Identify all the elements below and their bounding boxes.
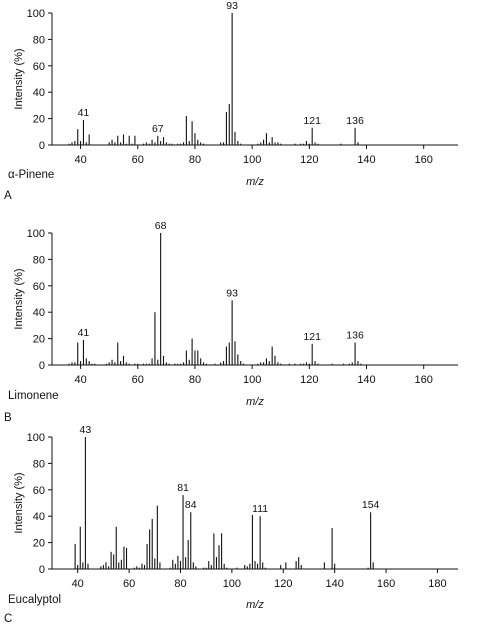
x-axis-title: m/z	[246, 599, 264, 611]
x-tick-label: 160	[415, 374, 433, 386]
y-tick-label: 20	[33, 334, 45, 346]
panel-letter: A	[4, 190, 12, 202]
x-tick-label: 120	[300, 374, 318, 386]
x-tick-label: 40	[72, 578, 84, 590]
y-axis-title: Intensity (%)	[13, 48, 25, 109]
x-tick-label: 100	[223, 578, 241, 590]
x-tick-label: 60	[123, 578, 135, 590]
y-tick-label: 80	[33, 34, 45, 46]
y-tick-label: 100	[27, 228, 45, 240]
y-axis-title: Intensity (%)	[13, 268, 25, 329]
peak-label: 81	[177, 482, 189, 494]
y-tick-label: 60	[33, 485, 45, 497]
peak-label: 136	[346, 330, 364, 342]
y-tick-label: 40	[33, 307, 45, 319]
peak-label: 67	[152, 123, 164, 135]
compound-name: Limonene	[8, 390, 59, 402]
x-axis-title: m/z	[246, 396, 264, 408]
x-tick-label: 180	[428, 578, 446, 590]
y-tick-label: 20	[33, 538, 45, 550]
peak-label: 121	[303, 331, 321, 343]
y-tick-label: 0	[39, 140, 45, 152]
x-tick-label: 140	[325, 578, 343, 590]
panel-letter: B	[4, 412, 12, 424]
x-tick-label: 140	[357, 374, 375, 386]
peak-label: 93	[226, 0, 238, 12]
x-tick-label: 160	[377, 578, 395, 590]
y-tick-label: 60	[33, 281, 45, 293]
y-tick-label: 80	[33, 458, 45, 470]
x-tick-label: 60	[132, 374, 144, 386]
spectrum-panel-a: 0 20 40 60 80 100 40 60 80 100 120 140 160 Intensity …	[4, 0, 458, 202]
x-tick-label: 60	[132, 154, 144, 166]
x-tick-label: 40	[74, 154, 86, 166]
y-tick-label: 100	[27, 432, 45, 444]
peak-label: 136	[346, 115, 364, 127]
panel-letter: C	[4, 613, 12, 624]
peak-label: 121	[303, 115, 321, 127]
y-tick-label: 40	[33, 87, 45, 99]
y-tick-label: 100	[27, 8, 45, 20]
x-tick-label: 100	[243, 374, 261, 386]
x-tick-label: 160	[415, 154, 433, 166]
peak-label: 41	[78, 107, 90, 119]
y-tick-label: 20	[33, 114, 45, 126]
compound-name: Eucalyptol	[8, 594, 61, 606]
peak-label: 111	[252, 503, 268, 515]
x-tick-label: 120	[274, 578, 292, 590]
x-tick-label: 120	[300, 154, 318, 166]
peak-label: 84	[185, 499, 197, 511]
x-tick-label: 80	[174, 578, 186, 590]
x-tick-label: 100	[243, 154, 261, 166]
x-tick-label: 40	[74, 374, 86, 386]
x-axis-title: m/z	[246, 176, 264, 188]
compound-name: α-Pinene	[8, 169, 54, 181]
peak-label: 43	[80, 424, 92, 436]
x-tick-label: 140	[357, 154, 375, 166]
peak-label: 154	[362, 499, 380, 511]
y-tick-label: 60	[33, 61, 45, 73]
y-axis-title: Intensity (%)	[13, 472, 25, 533]
y-tick-label: 0	[39, 564, 45, 576]
spectrum-panel-c: 0 20 40 60 80 100 40 60 80 100 120 140 160 180 Intensi…	[4, 424, 458, 625]
y-tick-label: 40	[33, 511, 45, 523]
peak-label: 68	[155, 220, 167, 232]
y-tick-label: 80	[33, 254, 45, 266]
x-tick-label: 80	[189, 374, 201, 386]
peak-label: 41	[78, 327, 90, 339]
x-tick-label: 80	[189, 154, 201, 166]
y-tick-label: 0	[39, 360, 45, 372]
spectrum-panel-b: 0 20 40 60 80 100 40 60 80 100 120 140 160 Intensity …	[4, 220, 458, 424]
peak-label: 93	[226, 287, 238, 299]
